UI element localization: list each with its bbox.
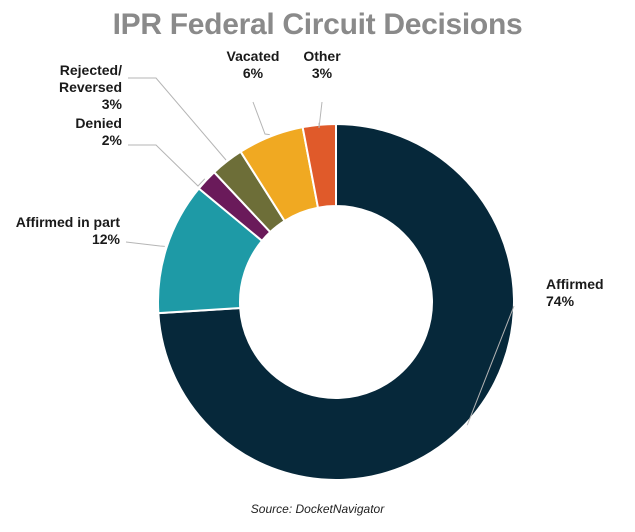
source-note: Source: DocketNavigator xyxy=(250,502,385,516)
leader-rejected-reversed xyxy=(128,77,227,161)
value-label-rejected-reversed: 3% xyxy=(102,96,123,112)
slice-label-denied: Denied xyxy=(75,115,122,131)
slice-label-affirmed: Affirmed xyxy=(546,276,604,292)
slice-label-rejected-reversed: Rejected/ xyxy=(60,62,122,78)
value-label-affirmed: 74% xyxy=(546,293,575,309)
slice-label-other: Other xyxy=(303,48,341,64)
value-label-denied: 2% xyxy=(102,132,123,148)
leader-other xyxy=(318,101,323,129)
chart-title: IPR Federal Circuit Decisions xyxy=(112,8,523,41)
slice-affirmed xyxy=(157,122,515,481)
value-label-affirmed-in-part: 12% xyxy=(92,231,121,247)
value-label-vacated: 6% xyxy=(243,65,264,81)
leader-denied xyxy=(128,144,206,187)
slice-label-affirmed-in-part: Affirmed in part xyxy=(16,214,121,230)
leader-affirmed xyxy=(466,305,515,426)
leader-lines xyxy=(125,77,515,426)
value-label-other: 3% xyxy=(312,65,333,81)
slice-label-vacated: Vacated xyxy=(227,48,280,64)
donut-slices xyxy=(157,122,515,481)
slice-other xyxy=(301,122,337,209)
leader-vacated xyxy=(252,101,270,136)
slice-label-rejected-reversed: Reversed xyxy=(59,79,122,95)
leader-affirmed-in-part xyxy=(125,241,165,247)
